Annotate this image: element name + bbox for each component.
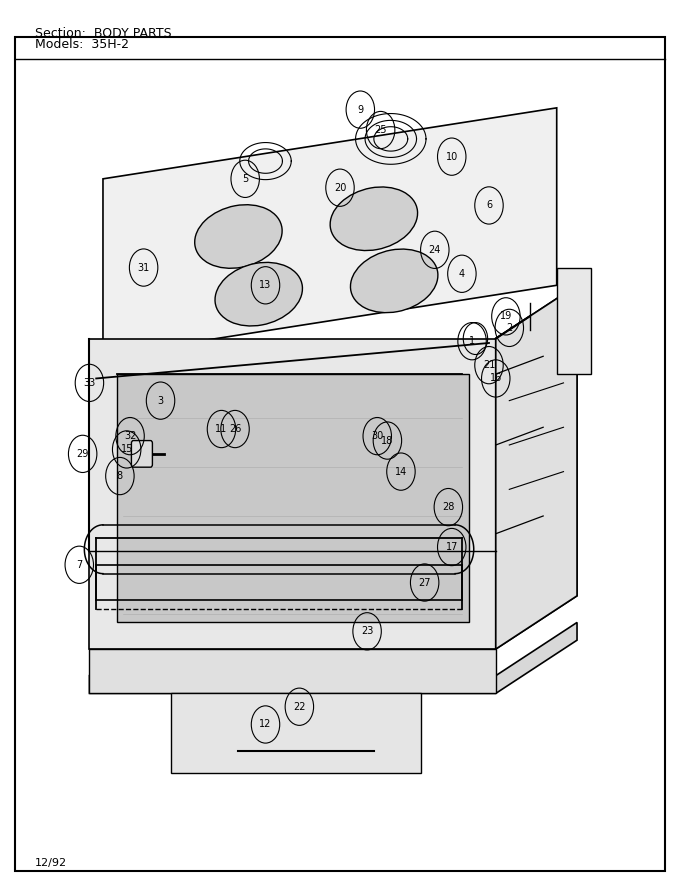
Text: 1: 1 xyxy=(469,336,475,346)
Text: 27: 27 xyxy=(418,578,431,587)
Text: 32: 32 xyxy=(124,431,136,441)
Text: 31: 31 xyxy=(137,263,150,272)
Text: 12: 12 xyxy=(259,719,272,730)
Text: 14: 14 xyxy=(395,466,407,477)
Text: 29: 29 xyxy=(76,449,89,459)
Text: 6: 6 xyxy=(486,200,492,210)
Ellipse shape xyxy=(350,249,438,312)
Ellipse shape xyxy=(215,263,303,326)
Text: 25: 25 xyxy=(375,125,387,135)
Text: 15: 15 xyxy=(120,444,133,455)
Polygon shape xyxy=(90,649,496,693)
Text: 23: 23 xyxy=(361,627,373,636)
Text: Section:  BODY PARTS: Section: BODY PARTS xyxy=(35,27,172,40)
Polygon shape xyxy=(496,286,577,649)
Text: Models:  35H-2: Models: 35H-2 xyxy=(35,37,129,51)
Text: 19: 19 xyxy=(500,312,512,321)
Polygon shape xyxy=(171,693,422,773)
Polygon shape xyxy=(90,622,577,693)
Text: 17: 17 xyxy=(445,542,458,552)
Text: 9: 9 xyxy=(357,105,363,115)
Text: 4: 4 xyxy=(459,269,465,279)
Text: 16: 16 xyxy=(490,374,502,384)
Polygon shape xyxy=(103,108,557,356)
Polygon shape xyxy=(496,286,577,649)
Text: 30: 30 xyxy=(371,431,384,441)
Text: 20: 20 xyxy=(334,182,346,193)
Text: 18: 18 xyxy=(381,435,394,446)
FancyBboxPatch shape xyxy=(116,374,469,622)
Text: 3: 3 xyxy=(158,396,164,406)
Text: 8: 8 xyxy=(117,471,123,481)
Text: 28: 28 xyxy=(442,502,454,512)
Text: 21: 21 xyxy=(483,360,495,370)
FancyBboxPatch shape xyxy=(131,441,152,467)
Text: 2: 2 xyxy=(506,323,513,333)
Ellipse shape xyxy=(330,187,418,251)
Ellipse shape xyxy=(194,205,282,268)
Text: 24: 24 xyxy=(428,245,441,255)
Text: 13: 13 xyxy=(259,280,271,290)
Text: 33: 33 xyxy=(84,378,96,388)
Text: 26: 26 xyxy=(229,424,241,434)
Text: 7: 7 xyxy=(76,560,82,570)
Text: 5: 5 xyxy=(242,174,248,184)
Text: 11: 11 xyxy=(216,424,228,434)
Text: 22: 22 xyxy=(293,701,305,712)
Polygon shape xyxy=(90,338,496,649)
Text: 12/92: 12/92 xyxy=(35,859,67,869)
FancyBboxPatch shape xyxy=(557,268,590,374)
Text: 10: 10 xyxy=(445,151,458,162)
